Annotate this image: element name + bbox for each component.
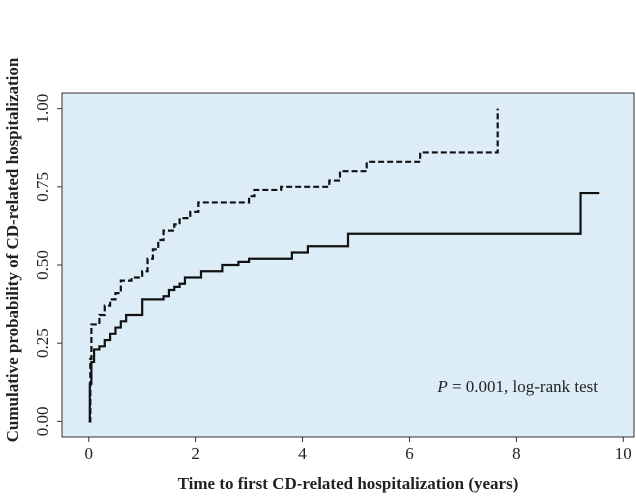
x-tick-label: 10 [615, 444, 632, 463]
step-line [88, 108, 499, 423]
y-tick-label: 1.00 [33, 94, 52, 124]
y-tick-label: 0.00 [33, 406, 52, 436]
x-axis-label: Time to first CD-related hospitalization… [178, 474, 519, 493]
annotation: P = 0.001, log-rank test [436, 377, 598, 396]
step-line [88, 191, 600, 423]
x-tick-label: 8 [512, 444, 521, 463]
y-axis-label: Cumulative probability of CD-related hos… [3, 57, 22, 442]
y-tick-label: 0.75 [33, 172, 52, 202]
y-tick-label: 0.25 [33, 328, 52, 358]
x-tick-label: 0 [84, 444, 93, 463]
y-tick-label: 0.50 [33, 250, 52, 280]
x-tick-label: 2 [191, 444, 200, 463]
x-tick-label: 6 [405, 444, 414, 463]
x-tick-label: 4 [298, 444, 307, 463]
annotation-p: P [436, 377, 447, 396]
plot-area [61, 92, 635, 438]
annotation-text: = 0.001, log-rank test [452, 377, 598, 396]
